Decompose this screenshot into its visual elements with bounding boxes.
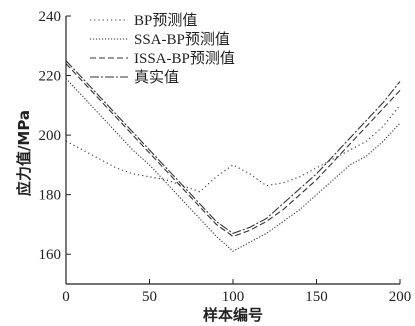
x-tick-label: 100 bbox=[222, 289, 245, 305]
y-axis-title: 应力值/MPa bbox=[15, 110, 33, 196]
legend-label-1: BP预测值 bbox=[134, 12, 197, 29]
series-line-2 bbox=[65, 78, 401, 252]
x-axis-title: 样本编号 bbox=[203, 306, 263, 324]
y-tick-label: 160 bbox=[39, 247, 62, 263]
x-tick-label: 150 bbox=[305, 289, 328, 305]
y-tick-label: 180 bbox=[39, 188, 62, 204]
series-line-4 bbox=[65, 60, 401, 235]
y-tick-label: 220 bbox=[39, 69, 62, 85]
y-tick-label: 240 bbox=[39, 9, 62, 25]
series-line-1 bbox=[65, 104, 401, 193]
legend-label-3: ISSA-BP预测值 bbox=[134, 50, 235, 67]
ticks-layer: 0 50 100 150 200 160 180 200 220 240 bbox=[39, 9, 412, 305]
legend-label-4: 真实值 bbox=[134, 68, 179, 86]
series-line-3 bbox=[65, 63, 401, 238]
x-tick-label: 0 bbox=[62, 289, 70, 305]
legend-label-2: SSA-BP预测值 bbox=[134, 31, 230, 48]
y-tick-label: 200 bbox=[39, 128, 62, 144]
x-tick-label: 50 bbox=[142, 289, 157, 305]
x-tick-label: 200 bbox=[389, 289, 412, 305]
series-layer bbox=[65, 60, 401, 252]
